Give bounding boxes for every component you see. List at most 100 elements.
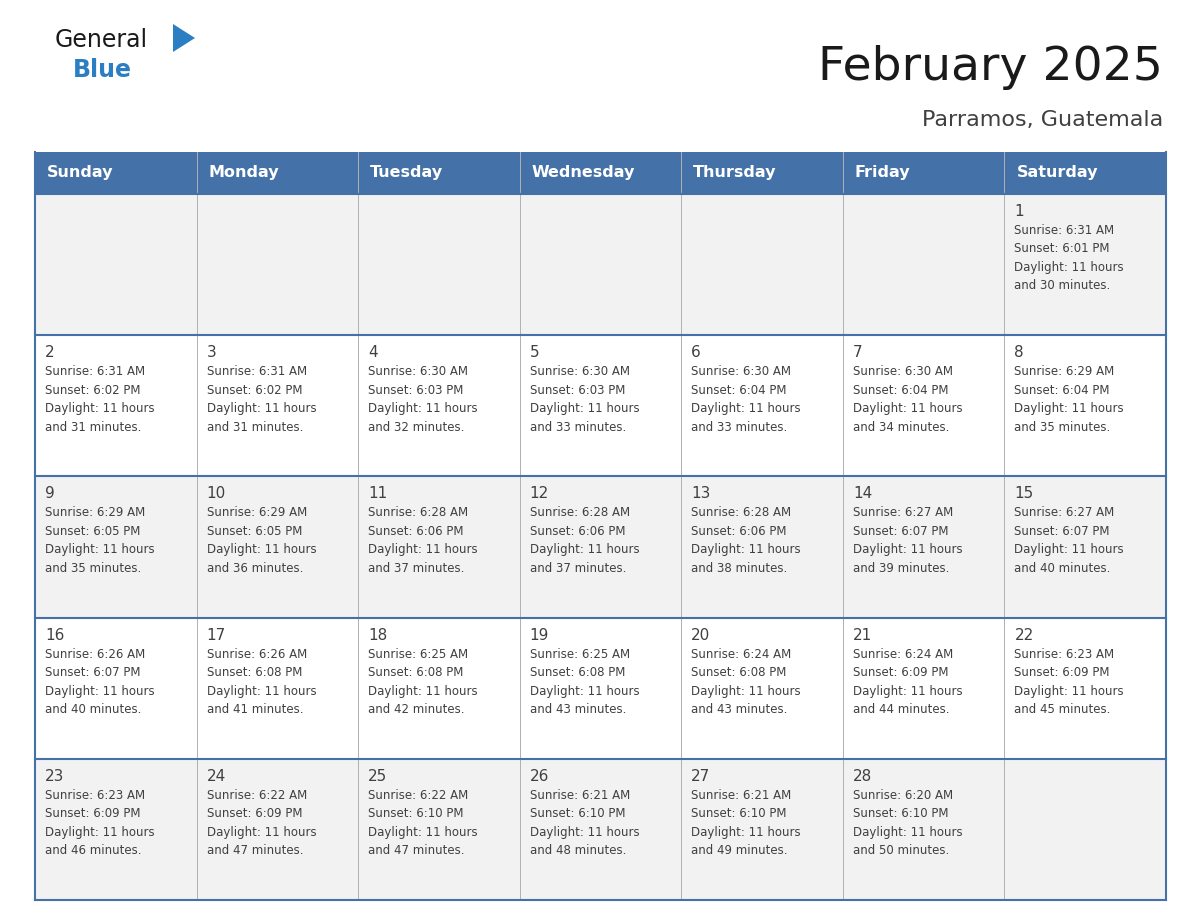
Bar	[519, 335, 681, 476]
Text: Sunset: 6:03 PM: Sunset: 6:03 PM	[530, 384, 625, 397]
Bar	[358, 759, 519, 900]
Text: Sunset: 6:06 PM: Sunset: 6:06 PM	[368, 525, 463, 538]
Text: Tuesday: Tuesday	[371, 165, 443, 181]
Text: 23: 23	[45, 768, 64, 784]
Text: Daylight: 11 hours: Daylight: 11 hours	[45, 543, 154, 556]
Text: Sunset: 6:10 PM: Sunset: 6:10 PM	[853, 807, 948, 821]
Text: and 42 minutes.: and 42 minutes.	[368, 703, 465, 716]
Text: Daylight: 11 hours: Daylight: 11 hours	[207, 685, 316, 698]
Text: and 47 minutes.: and 47 minutes.	[368, 845, 465, 857]
Text: General: General	[55, 28, 148, 52]
Text: Sunrise: 6:22 AM: Sunrise: 6:22 AM	[207, 789, 307, 801]
Text: and 46 minutes.: and 46 minutes.	[45, 845, 141, 857]
Text: and 43 minutes.: and 43 minutes.	[530, 703, 626, 716]
Text: and 41 minutes.: and 41 minutes.	[207, 703, 303, 716]
Text: Sunset: 6:02 PM: Sunset: 6:02 PM	[45, 384, 140, 397]
Bar	[1004, 618, 1165, 759]
Text: Sunset: 6:04 PM: Sunset: 6:04 PM	[1015, 384, 1110, 397]
Text: Sunrise: 6:28 AM: Sunrise: 6:28 AM	[368, 507, 468, 520]
Text: February 2025: February 2025	[819, 45, 1163, 90]
Text: Daylight: 11 hours: Daylight: 11 hours	[853, 543, 962, 556]
Text: 9: 9	[45, 487, 55, 501]
Text: Daylight: 11 hours: Daylight: 11 hours	[368, 826, 478, 839]
Text: Daylight: 11 hours: Daylight: 11 hours	[45, 685, 154, 698]
Bar	[842, 618, 1004, 759]
Text: Daylight: 11 hours: Daylight: 11 hours	[853, 826, 962, 839]
Text: and 38 minutes.: and 38 minutes.	[691, 562, 788, 575]
Text: and 35 minutes.: and 35 minutes.	[1015, 420, 1111, 433]
Text: Sunset: 6:09 PM: Sunset: 6:09 PM	[45, 807, 140, 821]
Bar	[519, 194, 681, 335]
Text: 8: 8	[1015, 345, 1024, 360]
Text: Sunset: 6:04 PM: Sunset: 6:04 PM	[853, 384, 948, 397]
Text: Sunrise: 6:27 AM: Sunrise: 6:27 AM	[853, 507, 953, 520]
Text: Sunset: 6:04 PM: Sunset: 6:04 PM	[691, 384, 786, 397]
Text: Thursday: Thursday	[694, 165, 777, 181]
Text: and 49 minutes.: and 49 minutes.	[691, 845, 788, 857]
Text: Sunset: 6:07 PM: Sunset: 6:07 PM	[1015, 525, 1110, 538]
Bar	[842, 476, 1004, 618]
Text: Daylight: 11 hours: Daylight: 11 hours	[368, 402, 478, 415]
Text: and 48 minutes.: and 48 minutes.	[530, 845, 626, 857]
Text: and 40 minutes.: and 40 minutes.	[1015, 562, 1111, 575]
Text: Daylight: 11 hours: Daylight: 11 hours	[530, 402, 639, 415]
Text: 4: 4	[368, 345, 378, 360]
Bar	[196, 759, 358, 900]
Bar	[681, 618, 842, 759]
Text: Sunrise: 6:24 AM: Sunrise: 6:24 AM	[853, 647, 953, 661]
Bar	[358, 194, 519, 335]
Text: Daylight: 11 hours: Daylight: 11 hours	[207, 826, 316, 839]
Text: Sunset: 6:10 PM: Sunset: 6:10 PM	[530, 807, 625, 821]
Text: 28: 28	[853, 768, 872, 784]
Text: Daylight: 11 hours: Daylight: 11 hours	[691, 402, 801, 415]
Bar	[358, 152, 519, 194]
Text: Sunrise: 6:31 AM: Sunrise: 6:31 AM	[207, 365, 307, 378]
Text: and 34 minutes.: and 34 minutes.	[853, 420, 949, 433]
Bar	[519, 152, 681, 194]
Text: Daylight: 11 hours: Daylight: 11 hours	[530, 543, 639, 556]
Text: 12: 12	[530, 487, 549, 501]
Bar	[196, 476, 358, 618]
Text: Sunset: 6:06 PM: Sunset: 6:06 PM	[691, 525, 786, 538]
Bar	[1004, 759, 1165, 900]
Text: Sunset: 6:09 PM: Sunset: 6:09 PM	[853, 666, 948, 679]
Bar	[842, 152, 1004, 194]
Text: and 50 minutes.: and 50 minutes.	[853, 845, 949, 857]
Text: Sunset: 6:03 PM: Sunset: 6:03 PM	[368, 384, 463, 397]
Text: Sunday: Sunday	[48, 165, 114, 181]
Text: Sunrise: 6:26 AM: Sunrise: 6:26 AM	[45, 647, 145, 661]
Text: Saturday: Saturday	[1017, 165, 1098, 181]
Text: Sunset: 6:08 PM: Sunset: 6:08 PM	[691, 666, 786, 679]
Text: Sunset: 6:05 PM: Sunset: 6:05 PM	[207, 525, 302, 538]
Text: Sunrise: 6:25 AM: Sunrise: 6:25 AM	[530, 647, 630, 661]
Text: Blue: Blue	[72, 58, 132, 82]
Text: and 31 minutes.: and 31 minutes.	[45, 420, 141, 433]
Text: Sunrise: 6:20 AM: Sunrise: 6:20 AM	[853, 789, 953, 801]
Bar	[34, 759, 196, 900]
Text: Sunrise: 6:30 AM: Sunrise: 6:30 AM	[691, 365, 791, 378]
Text: Sunrise: 6:23 AM: Sunrise: 6:23 AM	[45, 789, 145, 801]
Text: 27: 27	[691, 768, 710, 784]
Bar	[34, 152, 196, 194]
Text: 13: 13	[691, 487, 710, 501]
Text: 26: 26	[530, 768, 549, 784]
Bar	[1004, 476, 1165, 618]
Text: Sunrise: 6:29 AM: Sunrise: 6:29 AM	[207, 507, 307, 520]
Text: Daylight: 11 hours: Daylight: 11 hours	[368, 543, 478, 556]
Bar	[34, 335, 196, 476]
Text: and 37 minutes.: and 37 minutes.	[530, 562, 626, 575]
Text: Daylight: 11 hours: Daylight: 11 hours	[691, 685, 801, 698]
Bar	[519, 476, 681, 618]
Text: 17: 17	[207, 628, 226, 643]
Text: Daylight: 11 hours: Daylight: 11 hours	[691, 543, 801, 556]
Text: and 33 minutes.: and 33 minutes.	[530, 420, 626, 433]
Text: Sunrise: 6:27 AM: Sunrise: 6:27 AM	[1015, 507, 1114, 520]
Text: and 40 minutes.: and 40 minutes.	[45, 703, 141, 716]
Bar	[1004, 152, 1165, 194]
Text: Daylight: 11 hours: Daylight: 11 hours	[1015, 402, 1124, 415]
Bar	[196, 152, 358, 194]
Text: Sunrise: 6:31 AM: Sunrise: 6:31 AM	[1015, 224, 1114, 237]
Text: and 35 minutes.: and 35 minutes.	[45, 562, 141, 575]
Text: Sunrise: 6:31 AM: Sunrise: 6:31 AM	[45, 365, 145, 378]
Text: Sunrise: 6:23 AM: Sunrise: 6:23 AM	[1015, 647, 1114, 661]
